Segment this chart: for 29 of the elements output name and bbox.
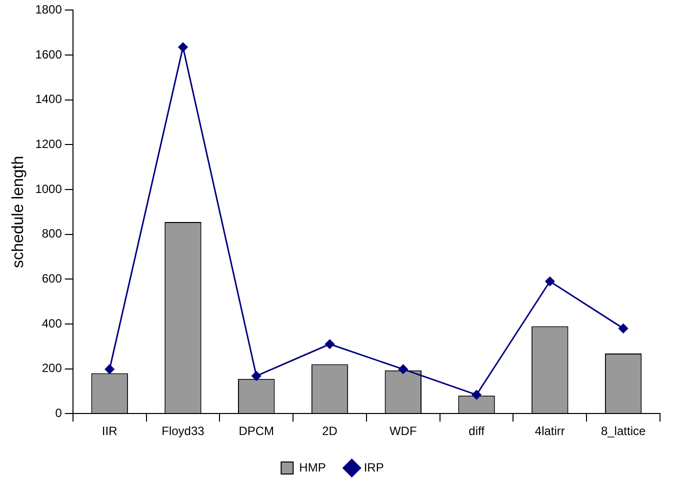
y-tick-label: 200 xyxy=(42,361,62,376)
x-tick-label: IIR xyxy=(102,424,118,438)
point xyxy=(472,390,482,400)
y-tick-label: 1600 xyxy=(35,47,62,62)
point xyxy=(545,276,555,286)
point xyxy=(325,339,335,349)
point xyxy=(398,364,408,374)
y-tick-label: 1800 xyxy=(35,2,62,17)
y-axis-title: schedule length xyxy=(10,156,28,268)
point xyxy=(178,42,188,52)
y-tick-label: 1200 xyxy=(35,136,62,151)
point xyxy=(104,364,114,374)
x-tick-label: 8_lattice xyxy=(600,424,646,438)
x-tick-label: 4latirr xyxy=(534,424,565,438)
y-tick-label: 600 xyxy=(42,271,62,286)
point xyxy=(618,324,628,334)
x-tick-label: Floyd33 xyxy=(162,424,205,438)
y-tick-label: 1000 xyxy=(35,182,62,196)
x-tick-label: WDF xyxy=(389,424,417,438)
legend-label: HMP xyxy=(299,460,326,474)
y-tick-label: 800 xyxy=(42,226,62,241)
x-tick-label: diff xyxy=(468,424,486,438)
x-tick-label: 2D xyxy=(322,424,338,438)
y-tick-label: 1400 xyxy=(35,92,62,106)
legend-label: IRP xyxy=(364,460,384,474)
y-tick-label: 400 xyxy=(42,316,62,330)
x-tick-label: DPCM xyxy=(238,424,274,438)
point xyxy=(252,371,262,381)
y-tick-label: 0 xyxy=(55,406,62,420)
